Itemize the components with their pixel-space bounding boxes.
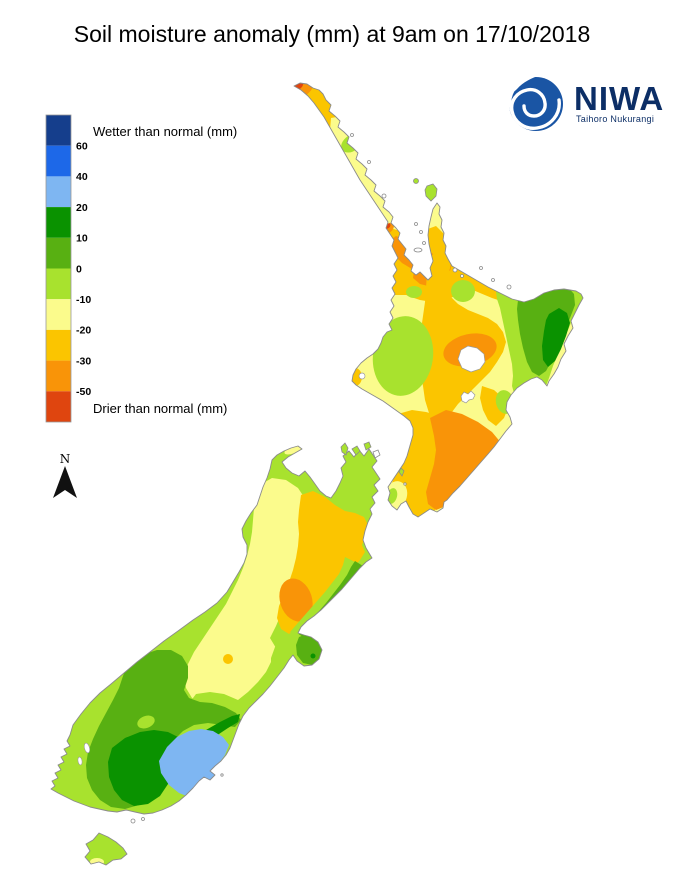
legend: Wetter than normal (mm) 60 40 20 10 0 -1…: [45, 114, 237, 423]
kapiti-island: [398, 467, 405, 477]
north-arrow: N: [53, 452, 77, 498]
mt-taranaki: [358, 372, 366, 380]
contour-region: [310, 653, 316, 659]
south-island-coastline: [50, 445, 381, 815]
legend-swatch: [46, 207, 71, 238]
island: [479, 266, 483, 270]
island: [141, 817, 145, 821]
contour-region: [223, 654, 233, 664]
logo-swirl-icon: [508, 74, 563, 131]
logo-swirl-arc: [508, 83, 520, 115]
logo-tagline: Taihoro Nukurangi: [576, 114, 654, 124]
island: [460, 274, 464, 278]
legend-tick-label: 40: [76, 171, 88, 183]
logo-wordmark: NIWA: [574, 80, 664, 117]
contour-region: [39, 778, 49, 786]
contour-region: [542, 308, 570, 367]
legend-tick-label: 60: [76, 141, 88, 153]
island: [363, 441, 372, 451]
island: [419, 230, 423, 234]
stewart-island: [84, 832, 128, 866]
island: [491, 278, 495, 282]
legend-swatch: [46, 176, 71, 208]
legend-tick-label: 0: [76, 263, 82, 275]
legend-colorbar-border: [45, 114, 72, 423]
lake-taupo: [457, 345, 486, 373]
island: [351, 445, 361, 456]
contour-region: [284, 446, 302, 455]
island: [413, 178, 419, 184]
contour-region: [137, 715, 155, 729]
contour-region: [451, 280, 475, 302]
island: [403, 482, 407, 486]
south-island: [39, 445, 381, 815]
stewart-island-contours: [85, 833, 127, 865]
niwa-logo: NIWA Taihoro Nukurangi: [508, 74, 664, 131]
north-island-contours: [294, 83, 583, 517]
contour-region: [330, 116, 421, 274]
island: [350, 133, 354, 137]
island: [506, 284, 512, 290]
compass-label: N: [60, 452, 71, 466]
legend-swatch: [46, 299, 71, 330]
page-title: Soil moisture anomaly (mm) at 9am on 17/…: [74, 21, 590, 47]
island: [130, 818, 136, 824]
legend-tick-label: -30: [76, 355, 91, 367]
great-barrier-island: [424, 183, 438, 202]
island: [452, 267, 458, 273]
legend-wetter-label: Wetter than normal (mm): [93, 124, 237, 139]
contour-region: [290, 557, 357, 639]
legend-drier-label: Drier than normal (mm): [93, 401, 227, 416]
island: [414, 222, 418, 226]
legend-swatch: [46, 391, 71, 422]
legend-swatch: [46, 268, 71, 300]
legend-tick-label: 10: [76, 233, 88, 245]
island: [413, 247, 423, 253]
lake: [77, 756, 83, 766]
contour-region: [426, 410, 502, 510]
north-arrow-icon: [53, 466, 77, 498]
legend-swatch: [46, 145, 71, 177]
island: [367, 160, 371, 164]
legend-tick-label: -50: [76, 386, 91, 398]
logo-swirl-notch: [509, 74, 540, 96]
north-island: [293, 82, 584, 518]
legend-swatch: [46, 237, 71, 269]
lake: [83, 742, 91, 754]
legend-tick-label: -10: [76, 294, 91, 306]
island: [381, 193, 387, 199]
contour-region: [372, 316, 434, 396]
contour-region: [279, 578, 313, 622]
durville-island: [340, 442, 349, 456]
legend-tick-label: 20: [76, 202, 88, 214]
contour-region: [90, 858, 104, 865]
offshore-islands: [130, 133, 512, 824]
legend-tick-label: -20: [76, 325, 91, 337]
contour-region: [271, 631, 303, 675]
island: [220, 773, 224, 777]
contour-region: [480, 386, 508, 426]
legend-colorbar: [45, 114, 72, 423]
contour-region: [406, 286, 422, 298]
legend-tick-labels: 60 40 20 10 0 -10 -20 -30 -50: [76, 141, 91, 399]
logo-swirl-spiral: [509, 87, 561, 130]
north-island-coastline: [293, 82, 584, 518]
island: [372, 449, 381, 459]
contour-region: [85, 833, 127, 865]
contour-region: [184, 478, 314, 706]
volcano-area: [460, 390, 476, 404]
legend-swatch: [46, 115, 71, 146]
stewart-island-coastline: [84, 832, 128, 866]
legend-swatch: [46, 360, 71, 392]
legend-swatch: [46, 329, 71, 361]
island: [422, 241, 426, 245]
